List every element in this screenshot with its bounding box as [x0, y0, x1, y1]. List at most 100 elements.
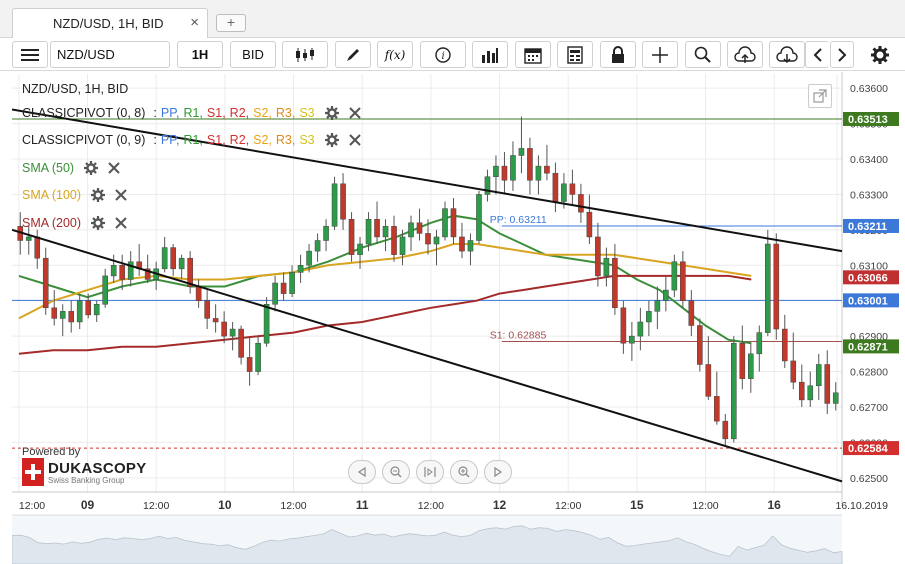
x-tick-label: 09: [81, 498, 95, 512]
download-button[interactable]: [769, 41, 805, 68]
close-icon[interactable]: [348, 134, 361, 146]
price-tag-label: 0.62584: [848, 443, 889, 455]
candle-body: [739, 342, 746, 379]
zoom-in-button[interactable]: [450, 460, 478, 484]
candle-body: [773, 243, 780, 330]
candle-body: [331, 183, 338, 227]
candle-body: [119, 265, 125, 280]
reset-view-button[interactable]: [416, 460, 444, 484]
candle-body: [714, 396, 720, 422]
chart-title: NZD/USD, 1H, BID: [22, 82, 129, 96]
zoom-out-button[interactable]: [382, 460, 410, 484]
draw-button[interactable]: [335, 41, 371, 68]
legend-label: CLASSICPIVOT (0, 9): [22, 133, 146, 147]
candle-body: [357, 243, 363, 255]
candle-body: [654, 300, 661, 312]
settings-button[interactable]: [862, 41, 898, 68]
menu-button[interactable]: [12, 41, 48, 68]
candle-body: [493, 165, 499, 177]
close-icon[interactable]: ×: [190, 14, 199, 31]
y-tick-label: 0.63300: [850, 189, 888, 201]
legend-label: SMA (200): [22, 216, 82, 230]
legend-label: SMA (50): [22, 161, 75, 175]
close-icon[interactable]: [115, 189, 127, 201]
legend-sma100[interactable]: SMA (100): [22, 188, 127, 202]
candle-body: [238, 328, 244, 358]
period-label: 1H: [191, 47, 209, 62]
candle-body: [416, 222, 423, 234]
candle-body: [297, 265, 304, 273]
candle-body: [187, 257, 193, 287]
candle-body: [688, 300, 695, 326]
candle-body: [178, 257, 185, 270]
candle-body: [348, 218, 355, 255]
close-icon[interactable]: [115, 217, 127, 229]
period-button[interactable]: 1H: [177, 41, 223, 68]
legend-label: SMA (100): [22, 188, 82, 202]
tab-chart[interactable]: NZD/USD, 1H, BID ×: [12, 8, 208, 38]
scroll-forward-button[interactable]: [484, 460, 512, 484]
add-tab-button[interactable]: +: [216, 14, 246, 32]
candle-body: [161, 247, 168, 270]
price-tag: [843, 441, 899, 456]
candle-body: [484, 176, 491, 195]
candle-body: [586, 211, 593, 238]
candle-body: [467, 240, 474, 252]
svg-text:i: i: [442, 51, 445, 62]
scroll-back-button[interactable]: [348, 460, 376, 484]
crosshair-button[interactable]: [642, 41, 678, 68]
candle-body: [68, 311, 75, 323]
gear-icon[interactable]: [91, 216, 106, 230]
close-icon[interactable]: [348, 107, 361, 119]
side-button[interactable]: BID: [230, 41, 276, 68]
gear-icon[interactable]: [324, 106, 339, 120]
dukascopy-brand: Powered by DUKASCOPY Swiss Banking Group: [22, 446, 162, 488]
candle-body: [748, 353, 754, 379]
close-icon[interactable]: [108, 162, 120, 174]
chevron-left-icon: [813, 47, 822, 62]
legend-param: R2,: [229, 106, 250, 120]
candle-body: [280, 282, 287, 294]
candle-body: [289, 272, 295, 294]
candle-body: [798, 381, 805, 401]
lock-button[interactable]: [600, 41, 636, 68]
upload-button[interactable]: [727, 41, 763, 68]
crosshair-icon: [652, 46, 668, 63]
candle-body: [680, 261, 686, 301]
candle-body: [102, 275, 108, 305]
template-button[interactable]: [557, 41, 593, 68]
candle-body: [518, 148, 525, 156]
indicators-button[interactable]: f(x): [377, 41, 413, 68]
legend-sma200[interactable]: SMA (200): [22, 216, 127, 230]
legend-param: R3,: [275, 106, 296, 120]
legend-pivot1[interactable]: CLASSICPIVOT (0, 8): PP, R1, S1, R2, S2, R3, S3: [22, 106, 361, 120]
trendline: [12, 228, 843, 483]
candle-body: [450, 208, 457, 238]
scroll-right-button[interactable]: [830, 41, 854, 68]
gear-icon[interactable]: [84, 161, 99, 175]
y-tick-label: 0.62700: [850, 402, 888, 414]
zoom-out-icon: [390, 466, 402, 478]
zoom-button[interactable]: [685, 41, 721, 68]
calendar-button[interactable]: [515, 41, 551, 68]
candle-body: [637, 321, 644, 337]
candle-body: [51, 307, 58, 319]
legend-pivot2[interactable]: CLASSICPIVOT (0, 9): PP, R1, S1, R2, S2, R3, S3: [22, 133, 361, 147]
scroll-left-button[interactable]: [805, 41, 829, 68]
volume-button[interactable]: [472, 41, 508, 68]
x-tick-label: 16.10.2019: [835, 500, 888, 512]
candle-body: [561, 183, 567, 202]
expand-icon: [813, 89, 827, 103]
gear-icon[interactable]: [91, 188, 106, 202]
candle-body: [824, 364, 831, 404]
gear-icon[interactable]: [324, 133, 339, 147]
chart-type-button[interactable]: [282, 41, 328, 68]
expand-button[interactable]: [808, 84, 832, 108]
instrument-selector[interactable]: NZD/USD: [50, 41, 170, 68]
legend-param: PP,: [160, 106, 180, 120]
legend-sma50[interactable]: SMA (50): [22, 161, 120, 175]
candle-body: [246, 357, 253, 372]
x-tick-label: 12:00: [692, 500, 718, 512]
info-button[interactable]: i: [420, 41, 466, 68]
